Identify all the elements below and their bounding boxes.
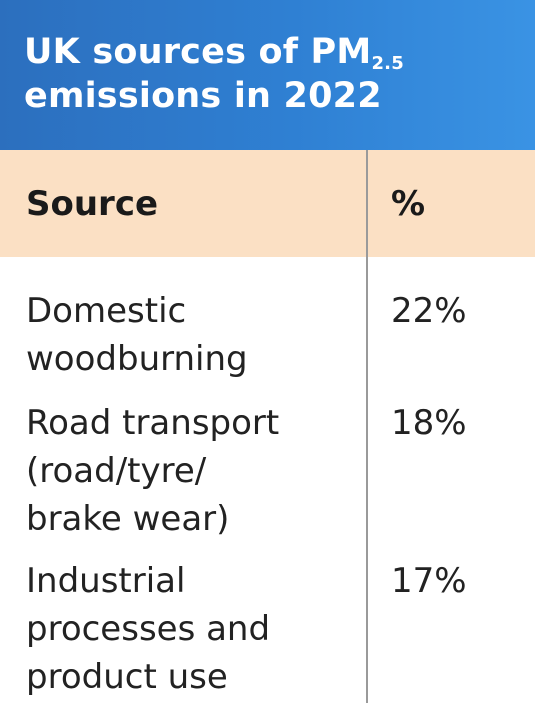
source-line: woodburning (26, 339, 248, 379)
source-line: product use (26, 657, 228, 697)
title-text: UK sources of PM (24, 32, 372, 72)
source-line: Industrial (26, 561, 186, 601)
source-cell: Road transport (road/tyre/ brake wear) (26, 399, 356, 543)
column-divider (366, 150, 368, 703)
percent-cell: 18% (391, 403, 467, 443)
title-subscript: 2.5 (371, 53, 404, 74)
column-header-row: Source % (0, 150, 535, 257)
source-line: Road transport (26, 403, 280, 443)
source-line: (road/tyre/ (26, 451, 207, 491)
source-cell: Industrial processes and product use (26, 557, 356, 701)
source-line: brake wear) (26, 499, 230, 539)
table-title-banner: UK sources of PM2.5 emissions in 2022 (0, 0, 535, 150)
percent-cell: 22% (391, 291, 467, 331)
percent-cell: 17% (391, 561, 467, 601)
column-header-percent: % (391, 183, 426, 224)
column-header-source: Source (26, 183, 159, 224)
source-cell: Domestic woodburning (26, 287, 356, 383)
source-line: processes and (26, 609, 271, 649)
source-line: Domestic (26, 291, 187, 331)
table-title-line-1: UK sources of PM2.5 (24, 30, 535, 74)
table-title-line-2: emissions in 2022 (24, 76, 382, 116)
